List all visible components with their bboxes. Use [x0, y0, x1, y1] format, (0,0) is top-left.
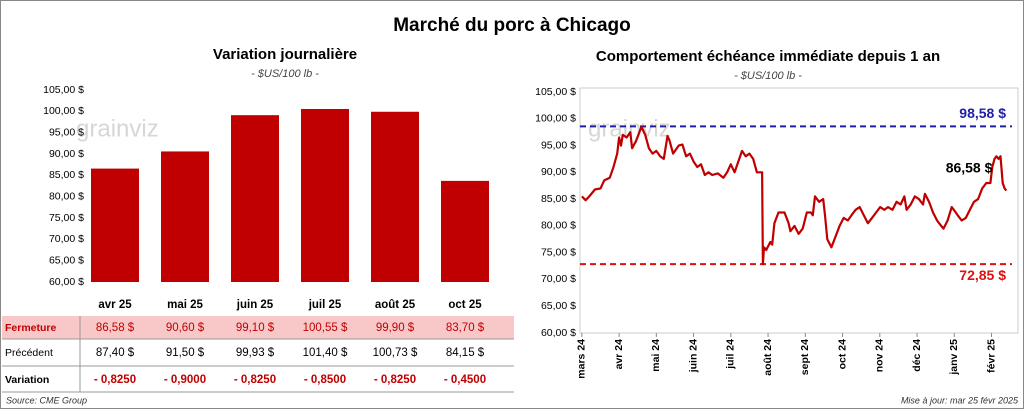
y-tick-label: 90,00 $	[49, 148, 84, 160]
x-tick-label: déc 24	[911, 339, 923, 372]
table-cell: 91,50 $	[166, 347, 205, 359]
value-label: 99,90 $	[376, 322, 415, 334]
table-cell: - 0,4500	[444, 374, 486, 386]
value-label: 90,60 $	[166, 322, 205, 334]
y-tick-label: 105,00 $	[535, 86, 576, 98]
reference-label: 72,85 $	[959, 267, 1006, 283]
reference-label: 98,58 $	[959, 105, 1006, 121]
table-cell: 100,73 $	[373, 347, 418, 359]
row-label: Variation	[5, 374, 49, 386]
watermark: grainviz	[588, 115, 671, 142]
x-tick-label: févr 25	[985, 339, 997, 373]
x-tick-label: avr 24	[613, 339, 625, 370]
y-tick-label: 60,00 $	[49, 276, 84, 288]
table-cell: 99,93 $	[236, 347, 275, 359]
row-label: Fermeture	[5, 322, 57, 334]
y-tick-label: 80,00 $	[49, 190, 84, 202]
y-tick-label: 70,00 $	[49, 233, 84, 245]
plot-frame	[579, 87, 1019, 334]
x-tick-label: mai 25	[167, 299, 203, 311]
bar	[161, 151, 209, 282]
series-line	[581, 125, 1008, 266]
line-title: Comportement échéance immédiate depuis 1…	[596, 48, 940, 65]
x-tick-label: juil 24	[725, 339, 737, 370]
x-tick-label: nov 24	[874, 339, 886, 372]
x-tick-label: juil 25	[308, 299, 342, 311]
end-label: 86,58 $	[946, 159, 993, 175]
value-label: 86,58 $	[96, 322, 135, 334]
bar-subtitle: - $US/100 lb -	[251, 68, 319, 80]
watermark: grainviz	[76, 115, 159, 142]
bar	[441, 180, 489, 282]
row-label: Précédent	[5, 347, 53, 359]
main-title: Marché du porc à Chicago	[393, 15, 631, 36]
y-tick-label: 90,00 $	[541, 166, 576, 178]
y-tick-label: 75,00 $	[49, 212, 84, 224]
x-tick-label: mai 24	[650, 339, 662, 372]
table-cell: 101,40 $	[303, 347, 348, 359]
y-tick-label: 85,00 $	[541, 193, 576, 205]
table-cell: 84,15 $	[446, 347, 485, 359]
y-tick-label: 95,00 $	[49, 126, 84, 138]
bar	[301, 108, 349, 282]
y-tick-label: 75,00 $	[541, 246, 576, 258]
x-tick-label: oct 25	[448, 299, 482, 311]
y-tick-label: 100,00 $	[43, 105, 84, 117]
y-tick-label: 80,00 $	[541, 220, 576, 232]
y-tick-label: 60,00 $	[541, 327, 576, 339]
bar-title: Variation journalière	[213, 46, 357, 63]
y-tick-label: 65,00 $	[541, 300, 576, 312]
x-tick-label: oct 24	[836, 339, 848, 370]
x-tick-label: avr 25	[98, 299, 132, 311]
y-tick-label: 95,00 $	[541, 139, 576, 151]
x-tick-label: janv 25	[948, 339, 960, 376]
x-tick-label: août 25	[375, 299, 416, 311]
x-tick-label: sept 24	[799, 339, 811, 375]
value-label: 100,55 $	[303, 322, 348, 334]
table-cell: - 0,8250	[234, 374, 276, 386]
bar	[91, 168, 139, 282]
x-tick-label: juin 24	[687, 339, 699, 373]
table-cell: - 0,8500	[304, 374, 346, 386]
value-label: 99,10 $	[236, 322, 275, 334]
x-tick-label: juin 25	[236, 299, 274, 311]
table-cell: - 0,8250	[94, 374, 136, 386]
y-tick-label: 65,00 $	[49, 254, 84, 266]
table-cell: - 0,8250	[374, 374, 416, 386]
y-tick-label: 100,00 $	[535, 113, 576, 125]
bar	[231, 115, 279, 282]
y-tick-label: 105,00 $	[43, 84, 84, 96]
updated: Mise à jour: mar 25 févr 2025	[901, 395, 1019, 405]
table-cell: - 0,9000	[164, 374, 206, 386]
y-tick-label: 70,00 $	[541, 273, 576, 285]
y-tick-label: 85,00 $	[49, 169, 84, 181]
value-label: 83,70 $	[446, 322, 485, 334]
x-tick-label: mars 24	[576, 339, 588, 379]
bar	[371, 111, 419, 282]
table-cell: 87,40 $	[96, 347, 135, 359]
source: Source: CME Group	[6, 395, 87, 405]
line-subtitle: - $US/100 lb -	[734, 70, 802, 82]
table-highlight	[2, 316, 514, 339]
x-tick-label: août 24	[762, 339, 774, 376]
